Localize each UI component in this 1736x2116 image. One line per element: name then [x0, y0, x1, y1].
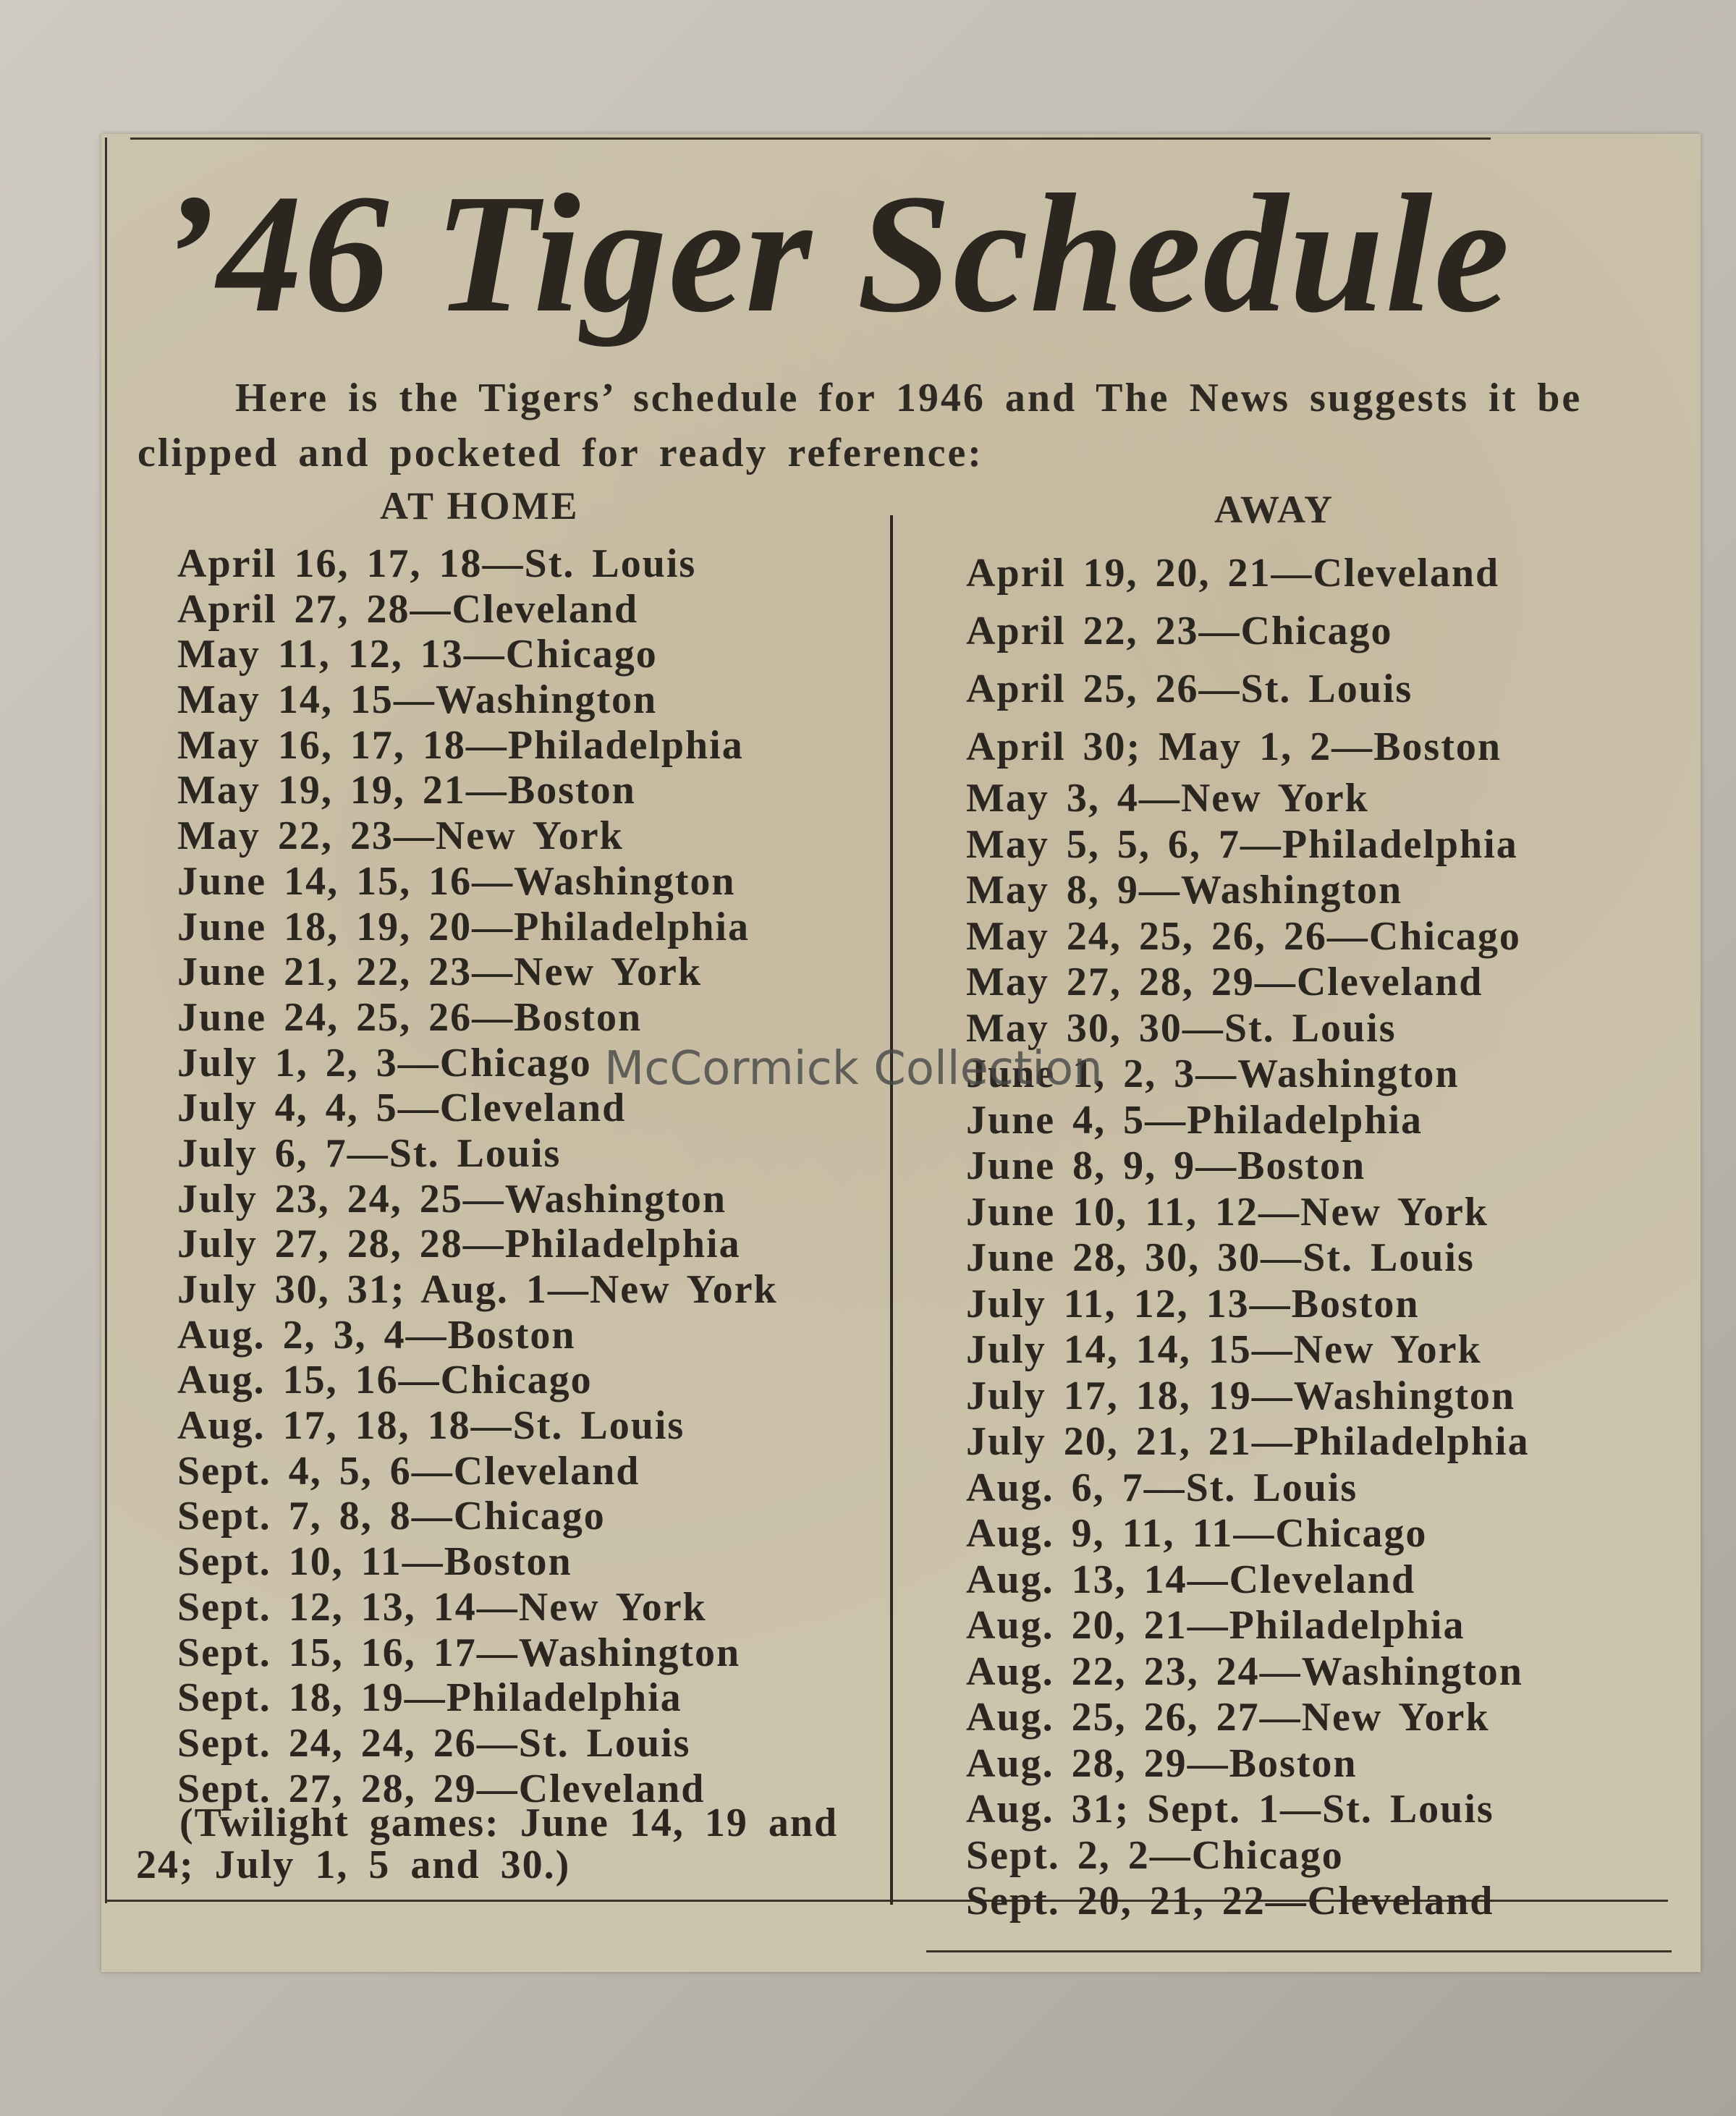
away-game-row: Aug. 28, 29—Boston — [966, 1740, 1358, 1786]
home-game-row: July 27, 28, 28—Philadelphia — [177, 1222, 741, 1267]
home-game-row: July 30, 31; Aug. 1—New York — [177, 1267, 778, 1312]
home-game-row: May 22, 23—New York — [177, 813, 624, 859]
away-game-row: May 27, 28, 29—Cleveland — [966, 960, 1483, 1004]
away-game-row: April 30; May 1, 2—Boston — [966, 724, 1502, 769]
home-game-row: May 11, 12, 13—Chicago — [177, 632, 658, 677]
home-game-row: June 18, 19, 20—Philadelphia — [177, 904, 750, 949]
home-game-row: Aug. 17, 18, 18—St. Louis — [177, 1403, 685, 1449]
rule-bottom — [105, 1900, 1668, 1902]
away-games-list: April 19, 20, 21—Cleveland April 22, 23—C… — [966, 544, 1530, 1925]
home-game-row: Aug. 2, 3, 4—Boston — [177, 1312, 576, 1358]
rule-bottom-right — [926, 1950, 1672, 1952]
home-game-row: Sept. 27, 28, 29—Cleveland — [177, 1766, 706, 1811]
home-game-row: June 21, 22, 23—New York — [177, 949, 703, 995]
away-game-row: July 14, 14, 15—New York — [966, 1327, 1482, 1372]
away-game-row: Aug. 6, 7—St. Louis — [966, 1465, 1358, 1510]
away-game-row: Aug. 13, 14—Cleveland — [966, 1557, 1416, 1602]
home-game-row: June 14, 15, 16—Washington — [177, 858, 736, 904]
away-game-row: June 8, 9, 9—Boston — [966, 1143, 1366, 1188]
away-game-row: Sept. 20, 21, 22—Cleveland — [966, 1879, 1494, 1924]
away-game-row: May 5, 5, 6, 7—Philadelphia — [966, 821, 1518, 867]
home-game-row: Sept. 24, 24, 26—St. Louis — [177, 1720, 691, 1766]
away-game-row: April 25, 26—St. Louis — [966, 666, 1413, 711]
away-game-row: May 30, 30—St. Louis — [966, 1005, 1397, 1051]
away-game-row: Aug. 31; Sept. 1—St. Louis — [966, 1787, 1494, 1832]
home-games-list: April 16, 17, 18—St. Louis April 27, 28—C… — [177, 541, 778, 1811]
away-game-row: Aug. 25, 26, 27—New York — [966, 1695, 1490, 1740]
home-game-row: April 16, 17, 18—St. Louis — [177, 541, 697, 586]
away-game-row: Aug. 20, 21—Philadelphia — [966, 1603, 1465, 1648]
home-game-row: Sept. 7, 8, 8—Chicago — [177, 1494, 606, 1539]
home-game-row: July 23, 24, 25—Washington — [177, 1176, 727, 1222]
away-game-row: June 10, 11, 12—New York — [966, 1189, 1489, 1235]
rule-top — [130, 137, 1491, 140]
away-game-row: May 24, 25, 26, 26—Chicago — [966, 913, 1521, 959]
away-game-row: July 11, 12, 13—Boston — [966, 1281, 1420, 1326]
away-game-row: July 20, 21, 21—Philadelphia — [966, 1419, 1530, 1464]
intro-paragraph: Here is the Tigers’ schedule for 1946 an… — [137, 376, 1583, 475]
newspaper-clipping — [101, 134, 1701, 1972]
away-game-row: May 8, 9—Washington — [966, 868, 1403, 913]
away-game-row: July 17, 18, 19—Washington — [966, 1373, 1516, 1418]
watermark: McCormick Collection — [604, 1042, 1103, 1096]
away-game-row: Aug. 9, 11, 11—Chicago — [966, 1511, 1428, 1556]
home-game-row: April 27, 28—Cleveland — [177, 586, 639, 632]
home-heading: AT HOME — [380, 484, 580, 528]
home-game-row: June 24, 25, 26—Boston — [177, 994, 643, 1040]
home-game-row: Aug. 15, 16—Chicago — [177, 1358, 593, 1403]
away-game-row: June 28, 30, 30—St. Louis — [966, 1235, 1475, 1280]
home-game-row: July 1, 2, 3—Chicago — [177, 1040, 592, 1085]
away-game-row: Aug. 22, 23, 24—Washington — [966, 1649, 1523, 1694]
away-game-row: May 3, 4—New York — [966, 776, 1369, 821]
away-game-row: June 4, 5—Philadelphia — [966, 1097, 1423, 1143]
column-divider — [890, 515, 893, 1905]
headline: ’46 Tiger Schedule — [159, 159, 1511, 347]
away-game-row: June 1, 2, 3—Washington — [966, 1051, 1460, 1096]
away-game-row: Sept. 2, 2—Chicago — [966, 1832, 1344, 1878]
away-heading: AWAY — [1214, 488, 1335, 531]
home-game-row: July 6, 7—St. Louis — [177, 1130, 562, 1176]
home-game-row: Sept. 15, 16, 17—Washington — [177, 1630, 741, 1675]
home-game-row: Sept. 10, 11—Boston — [177, 1539, 572, 1585]
home-game-row: May 19, 19, 21—Boston — [177, 768, 636, 813]
home-game-row: May 14, 15—Washington — [177, 677, 658, 723]
home-game-row: May 16, 17, 18—Philadelphia — [177, 722, 744, 768]
away-game-row: April 22, 23—Chicago — [966, 609, 1393, 653]
twilight-note: (Twilight games: June 14, 19 and 24; Jul… — [136, 1800, 839, 1887]
home-game-row: Sept. 4, 5, 6—Cleveland — [177, 1448, 640, 1494]
home-game-row: Sept. 12, 13, 14—New York — [177, 1584, 707, 1630]
home-game-row: Sept. 18, 19—Philadelphia — [177, 1675, 682, 1721]
home-game-row: July 4, 4, 5—Cleveland — [177, 1085, 627, 1131]
away-game-row: April 19, 20, 21—Cleveland — [966, 551, 1500, 596]
rule-left — [105, 137, 107, 1903]
